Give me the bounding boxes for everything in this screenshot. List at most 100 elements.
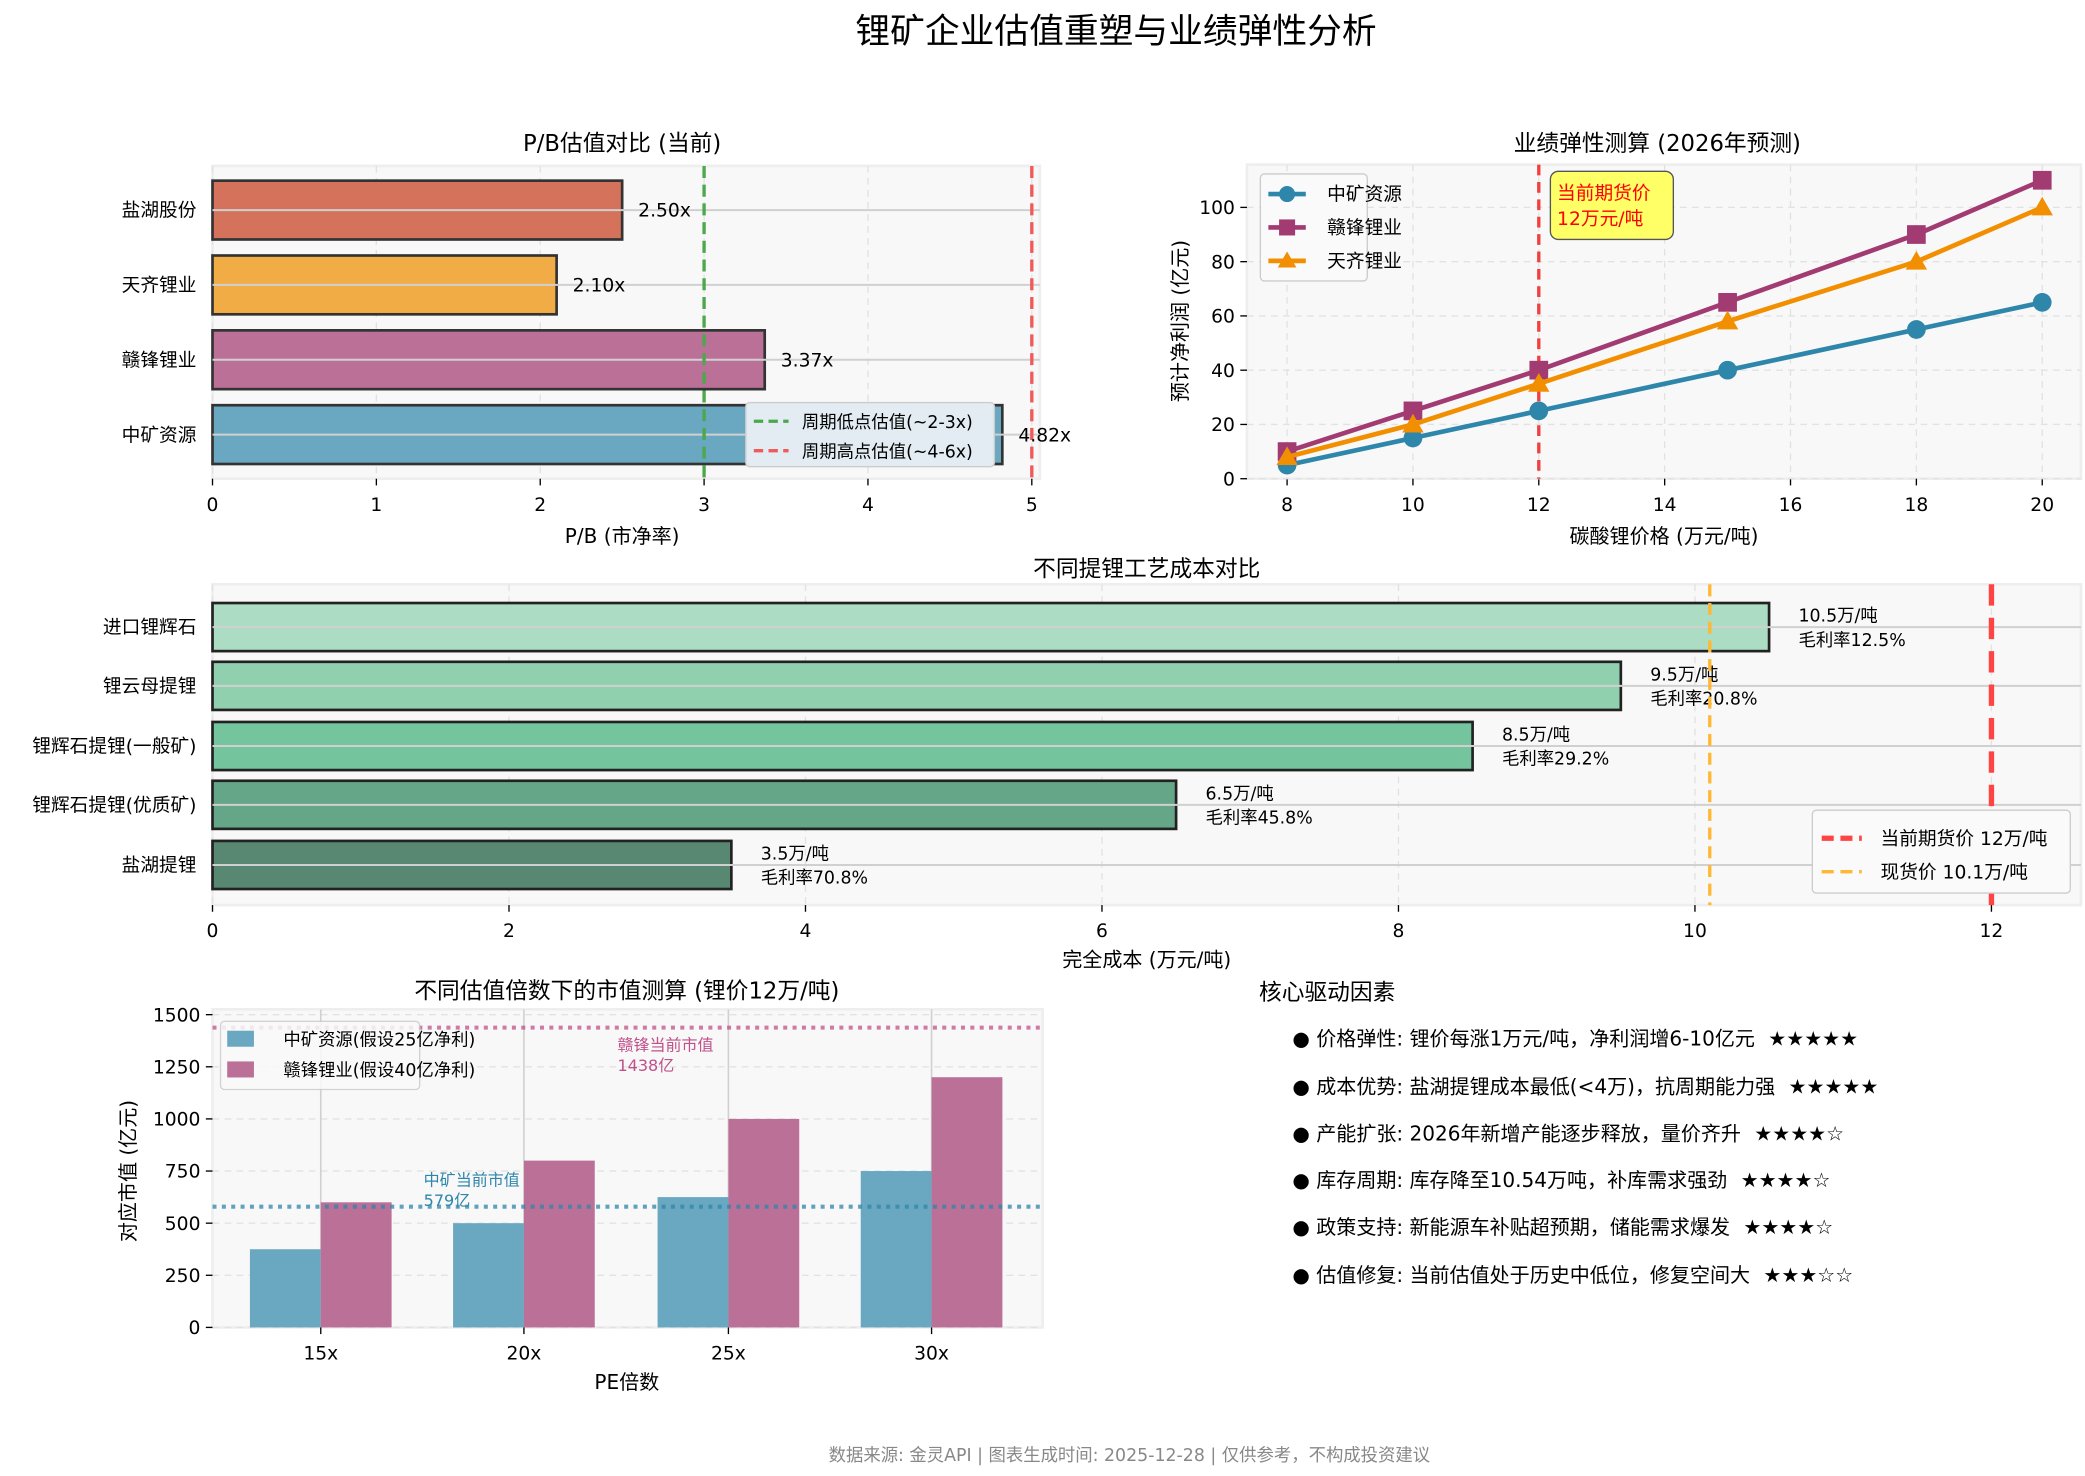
driver-text: ● 价格弹性: 锂价每涨1万元/吨，净利润增6-10亿元 bbox=[1292, 1026, 1754, 1050]
x-tick-label: 20x bbox=[506, 1343, 541, 1364]
y-tick-label: 80 bbox=[1211, 252, 1235, 273]
driver-text: ● 估值修复: 当前估值处于历史中低位，修复空间大 bbox=[1292, 1263, 1750, 1287]
x-tick-label: 16 bbox=[1779, 495, 1803, 516]
series-line bbox=[1286, 300, 2043, 468]
bar bbox=[931, 1077, 1003, 1328]
y-tick-label: 0 bbox=[189, 1318, 201, 1339]
reference-label: 1438亿 bbox=[617, 1056, 674, 1075]
x-tick-label: 30x bbox=[914, 1343, 949, 1364]
x-tick-label: 12 bbox=[1980, 921, 2004, 942]
legend: 周期低点估值(~2-3x) 周期高点估值(~4-6x) bbox=[745, 401, 996, 468]
x-tick-label: 5 bbox=[1026, 495, 1038, 516]
rating-stars: ★★★★☆ bbox=[1741, 1168, 1831, 1192]
x-tick-label: 2 bbox=[503, 921, 515, 942]
rating-stars: ★★★★★ bbox=[1789, 1075, 1879, 1099]
legend-label: 天齐锂业 bbox=[1327, 252, 1402, 273]
x-tick-label: 3 bbox=[698, 495, 710, 516]
legend-label: 赣锋锂业(假设40亿净利) bbox=[283, 1061, 475, 1081]
data-point bbox=[1907, 320, 1926, 339]
rating-stars: ★★★☆☆ bbox=[1763, 1263, 1853, 1287]
y-tick-label: 中矿资源 bbox=[122, 425, 197, 446]
data-point bbox=[2032, 292, 2052, 312]
annotation-text: 12万元/吨 bbox=[1557, 209, 1643, 230]
y-tick-label: 1250 bbox=[153, 1057, 201, 1078]
legend-marker bbox=[1279, 186, 1296, 203]
data-point bbox=[1276, 446, 1298, 466]
value-label: 8.5万/吨 bbox=[1502, 726, 1570, 746]
driver-item: ● 成本优势: 盐湖提锂成本最低(<4万)，抗周期能力强 ★★★★★ bbox=[1292, 1075, 1878, 1099]
data-point bbox=[1528, 373, 1550, 392]
reference-label: 赣锋当前市值 bbox=[617, 1036, 713, 1055]
y-tick-label: 盐湖股份 bbox=[122, 201, 197, 222]
driver-text: ● 库存周期: 库存降至10.54万吨，补库需求强劲 bbox=[1292, 1168, 1727, 1192]
y-tick-label: 0 bbox=[1223, 469, 1235, 490]
data-point bbox=[1905, 250, 1928, 270]
bar bbox=[523, 1160, 595, 1328]
data-point bbox=[1718, 360, 1737, 380]
y-tick-label: 锂辉石提锂(一般矿) bbox=[32, 737, 196, 758]
market-cap-chart: 0 250 500 750 1000 1250 1500 15x 20x 25x 30x 中矿当前市值… bbox=[116, 979, 1044, 1394]
series-line bbox=[1286, 178, 2044, 454]
value-label: 3.5万/吨 bbox=[761, 845, 829, 865]
x-tick-label: 4 bbox=[800, 921, 812, 942]
annotation: 当前期货价 12万元/吨 bbox=[1549, 170, 1675, 241]
data-point bbox=[1716, 310, 1739, 330]
x-axis-label: 碳酸锂价格 (万元/吨) bbox=[1569, 524, 1758, 548]
driver-item: ● 估值修复: 当前估值处于历史中低位，修复空间大 ★★★☆☆ bbox=[1292, 1263, 1853, 1287]
value-label: 6.5万/吨 bbox=[1206, 784, 1274, 804]
data-point bbox=[1403, 428, 1423, 448]
legend-label: 当前期货价 12万/吨 bbox=[1881, 829, 2048, 850]
y-tick-label: 20 bbox=[1211, 415, 1235, 436]
data-point bbox=[2031, 196, 2053, 216]
annotation-text: 当前期货价 bbox=[1557, 183, 1651, 204]
x-tick-label: 4 bbox=[862, 495, 874, 516]
data-point bbox=[1529, 360, 1549, 380]
margin-label: 毛利率70.8% bbox=[761, 869, 868, 889]
reference-label: 中矿当前市值 bbox=[424, 1171, 520, 1190]
chart-title: 不同提锂工艺成本对比 bbox=[1033, 556, 1260, 582]
margin-label: 毛利率20.8% bbox=[1650, 690, 1757, 710]
legend-label: 中矿资源 bbox=[1327, 185, 1402, 206]
driver-item: ● 政策支持: 新能源车补贴超预期，储能需求爆发 ★★★★☆ bbox=[1292, 1215, 1833, 1239]
y-tick-label: 天齐锂业 bbox=[122, 276, 197, 297]
x-tick-label: 6 bbox=[1096, 921, 1108, 942]
legend-marker bbox=[1277, 251, 1297, 268]
x-axis-label: PE倍数 bbox=[594, 1370, 659, 1394]
footer: 数据来源: 金灵API | 图表生成时间: 2025-12-28 | 仅供参考，… bbox=[829, 1446, 1430, 1466]
x-tick-label: 0 bbox=[207, 921, 219, 942]
value-label: 9.5万/吨 bbox=[1650, 666, 1718, 686]
legend-box bbox=[1811, 809, 2071, 894]
legend-label: 周期低点估值(~2-3x) bbox=[802, 413, 973, 433]
x-axis-label: 完全成本 (万元/吨) bbox=[1062, 948, 1231, 972]
bar bbox=[728, 1118, 800, 1328]
x-tick-label: 0 bbox=[207, 495, 219, 516]
legend: 中矿资源(假设25亿净利) 赣锋锂业(假设40亿净利) bbox=[219, 1020, 475, 1091]
drivers-panel: 核心驱动因素 ● 价格弹性: 锂价每涨1万元/吨，净利润增6-10亿元 ★★★★★… bbox=[1259, 980, 1878, 1287]
drivers-title: 核心驱动因素 bbox=[1259, 980, 1395, 1006]
driver-text: ● 成本优势: 盐湖提锂成本最低(<4万)，抗周期能力强 bbox=[1292, 1075, 1775, 1099]
y-tick-label: 250 bbox=[165, 1266, 201, 1287]
y-tick-label: 100 bbox=[1199, 198, 1235, 219]
bar bbox=[249, 1249, 321, 1328]
y-axis-label: 对应市值 (亿元) bbox=[116, 1100, 140, 1242]
x-tick-label: 20 bbox=[2030, 495, 2054, 516]
x-tick-label: 2 bbox=[534, 495, 546, 516]
margin-label: 毛利率12.5% bbox=[1798, 631, 1905, 651]
legend-marker bbox=[1279, 219, 1296, 236]
y-tick-label: 60 bbox=[1211, 307, 1235, 328]
margin-label: 毛利率45.8% bbox=[1206, 809, 1313, 829]
bar bbox=[320, 1202, 392, 1328]
x-tick-label: 14 bbox=[1653, 495, 1677, 516]
driver-text: ● 产能扩张: 2026年新增产能逐步释放，量价齐升 bbox=[1292, 1121, 1741, 1145]
value-label: 2.10x bbox=[573, 276, 626, 297]
driver-item: ● 产能扩张: 2026年新增产能逐步释放，量价齐升 ★★★★☆ bbox=[1292, 1121, 1844, 1145]
rating-stars: ★★★★★ bbox=[1768, 1026, 1858, 1050]
x-tick-label: 10 bbox=[1683, 921, 1707, 942]
rating-stars: ★★★★☆ bbox=[1754, 1121, 1844, 1145]
value-label: 3.37x bbox=[781, 350, 834, 371]
y-axis-label: 预计净利润 (亿元) bbox=[1168, 240, 1192, 402]
legend-label: 周期高点估值(~4-6x) bbox=[802, 442, 973, 462]
